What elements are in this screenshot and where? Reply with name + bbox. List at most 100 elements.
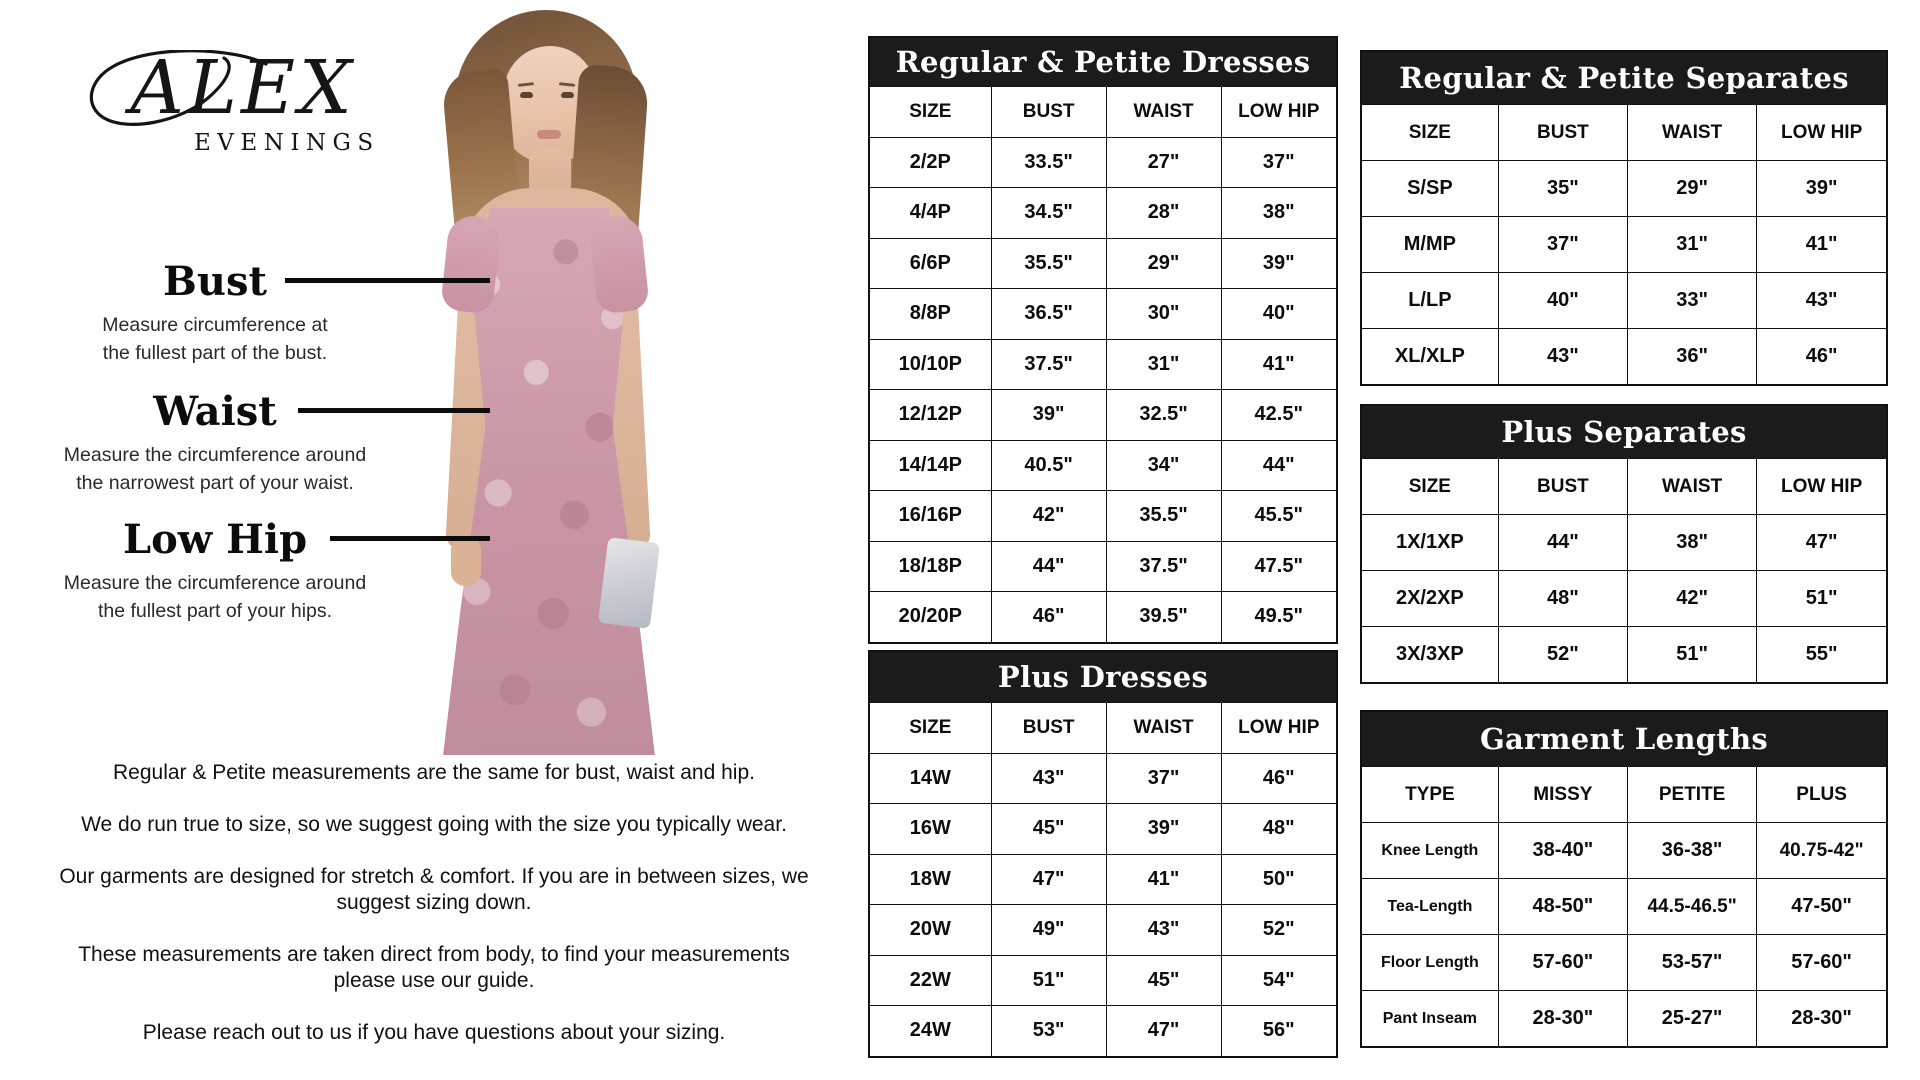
table-row: 8/8P 36.5" 30" 40" — [870, 288, 1336, 340]
cell-bust: 33.5" — [990, 136, 1107, 188]
measurement-lowhip-title: Low Hip — [122, 516, 308, 563]
note-1: Regular & Petite measurements are the sa… — [113, 761, 755, 784]
table-plus-separates: Plus Separates SIZE BUST WAIST LOW HIP 1… — [1360, 404, 1888, 684]
cell-waist: 51" — [1626, 626, 1758, 682]
cell-lowhip: 39" — [1756, 160, 1886, 217]
cell-waist: 36" — [1626, 328, 1758, 384]
model-sleeve-right — [588, 213, 650, 315]
cell-size: L/LP — [1362, 272, 1499, 329]
cell-size: XL/XLP — [1362, 328, 1499, 384]
cell-size: 16W — [870, 803, 992, 855]
note-4: These measurements are taken direct from… — [78, 943, 790, 992]
cell-bust: 40.5" — [990, 439, 1107, 491]
cell-size: 24W — [870, 1005, 992, 1056]
table-row: Knee Length 38-40" 36-38" 40.75-42" — [1362, 822, 1886, 879]
cell-bust: 34.5" — [990, 187, 1107, 239]
table-row: 10/10P 37.5" 31" 41" — [870, 338, 1336, 390]
model-sleeve-left — [440, 213, 502, 315]
cell-size: 18W — [870, 853, 992, 905]
cell-lowhip: 55" — [1756, 626, 1886, 682]
table-title-plus-dresses: Plus Dresses — [870, 652, 1336, 702]
column-header-bust: BUST — [1497, 458, 1628, 515]
cell-size: 1X/1XP — [1362, 514, 1499, 571]
brand-logo: ALEX EVENINGS — [88, 38, 398, 168]
cell-lowhip: 52" — [1220, 904, 1336, 956]
note-3: Our garments are designed for stretch & … — [59, 865, 809, 914]
cell-bust: 44" — [1497, 514, 1628, 571]
cell-waist: 35.5" — [1105, 490, 1222, 542]
table-row: XL/XLP 43" 36" 46" — [1362, 328, 1886, 384]
cell-waist: 43" — [1105, 904, 1222, 956]
cell-bust: 37" — [1497, 216, 1628, 273]
cell-type: Floor Length — [1362, 934, 1499, 991]
table-row: 2X/2XP 48" 42" 51" — [1362, 570, 1886, 627]
cell-size: 4/4P — [870, 187, 992, 239]
model-photo — [395, 0, 695, 755]
cell-plus: 40.75-42" — [1756, 822, 1886, 879]
cell-lowhip: 44" — [1220, 439, 1336, 491]
column-header-bust: BUST — [1497, 104, 1628, 161]
cell-bust: 35" — [1497, 160, 1628, 217]
cell-size: 3X/3XP — [1362, 626, 1499, 682]
table-row: 2/2P 33.5" 27" 37" — [870, 136, 1336, 188]
cell-bust: 39" — [990, 389, 1107, 441]
cell-plus: 28-30" — [1756, 990, 1886, 1046]
cell-lowhip: 43" — [1756, 272, 1886, 329]
grid-regular-petite-dresses: SIZE BUST WAIST LOW HIP 2/2P 33.5" 27" 37" … — [870, 86, 1336, 642]
cell-waist: 34" — [1105, 439, 1222, 491]
note-5: Please reach out to us if you have quest… — [142, 1021, 726, 1044]
column-header-bust: BUST — [990, 702, 1107, 753]
table-row: 20/20P 46" 39.5" 49.5" — [870, 591, 1336, 642]
table-row: Floor Length 57-60" 53-57" 57-60" — [1362, 934, 1886, 991]
column-header-size: SIZE — [870, 702, 992, 753]
cell-missy: 48-50" — [1497, 878, 1628, 935]
grid-plus-separates: SIZE BUST WAIST LOW HIP 1X/1XP 44" 38" 47" … — [1362, 458, 1886, 682]
column-header-plus: PLUS — [1756, 766, 1886, 823]
note-2: We do run true to size, so we suggest go… — [81, 813, 787, 836]
cell-bust: 49" — [990, 904, 1107, 956]
leader-line-lowhip — [330, 536, 490, 541]
column-header-size: SIZE — [1362, 458, 1499, 515]
table-row: 16W 45" 39" 48" — [870, 803, 1336, 855]
cell-size: 8/8P — [870, 288, 992, 340]
column-header-waist: WAIST — [1105, 86, 1222, 137]
cell-size: 2/2P — [870, 136, 992, 188]
column-header-lowhip: LOW HIP — [1756, 104, 1886, 161]
leader-line-waist — [298, 408, 490, 413]
cell-lowhip: 37" — [1220, 136, 1336, 188]
cell-waist: 39.5" — [1105, 591, 1222, 642]
cell-lowhip: 46" — [1220, 752, 1336, 804]
table-row: 6/6P 35.5" 29" 39" — [870, 237, 1336, 289]
measurement-waist: Waist Measure the circumference around th… — [0, 388, 430, 497]
leader-line-bust — [285, 278, 490, 283]
cell-missy: 28-30" — [1497, 990, 1628, 1046]
column-header-waist: WAIST — [1105, 702, 1222, 753]
cell-waist: 47" — [1105, 1005, 1222, 1056]
measurement-waist-desc: Measure the circumference around the narr… — [63, 444, 367, 494]
table-header-row: SIZE BUST WAIST LOW HIP — [1362, 458, 1886, 515]
table-regular-petite-separates: Regular & Petite Separates SIZE BUST WAI… — [1360, 50, 1888, 386]
cell-lowhip: 50" — [1220, 853, 1336, 905]
cell-size: 10/10P — [870, 338, 992, 390]
table-row: 1X/1XP 44" 38" 47" — [1362, 514, 1886, 571]
cell-lowhip: 38" — [1220, 187, 1336, 239]
cell-plus: 47-50" — [1756, 878, 1886, 935]
cell-petite: 36-38" — [1626, 822, 1758, 879]
cell-size: 14/14P — [870, 439, 992, 491]
cell-waist: 31" — [1105, 338, 1222, 390]
cell-size: 22W — [870, 954, 992, 1006]
cell-type: Pant Inseam — [1362, 990, 1499, 1046]
table-row: 20W 49" 43" 52" — [870, 904, 1336, 956]
table-garment-lengths: Garment Lengths TYPE MISSY PETITE PLUS K… — [1360, 710, 1888, 1048]
measurement-lowhip: Low Hip Measure the circumference around… — [0, 516, 430, 625]
cell-bust: 40" — [1497, 272, 1628, 329]
cell-waist: 37" — [1105, 752, 1222, 804]
model-lips — [537, 130, 561, 139]
grid-plus-dresses: SIZE BUST WAIST LOW HIP 14W 43" 37" 46" 16W… — [870, 702, 1336, 1056]
column-header-petite: PETITE — [1626, 766, 1758, 823]
cell-size: 12/12P — [870, 389, 992, 441]
table-header-row: SIZE BUST WAIST LOW HIP — [870, 702, 1336, 753]
cell-waist: 31" — [1626, 216, 1758, 273]
cell-lowhip: 45.5" — [1220, 490, 1336, 542]
logo-subwordmark: EVENINGS — [194, 130, 380, 156]
